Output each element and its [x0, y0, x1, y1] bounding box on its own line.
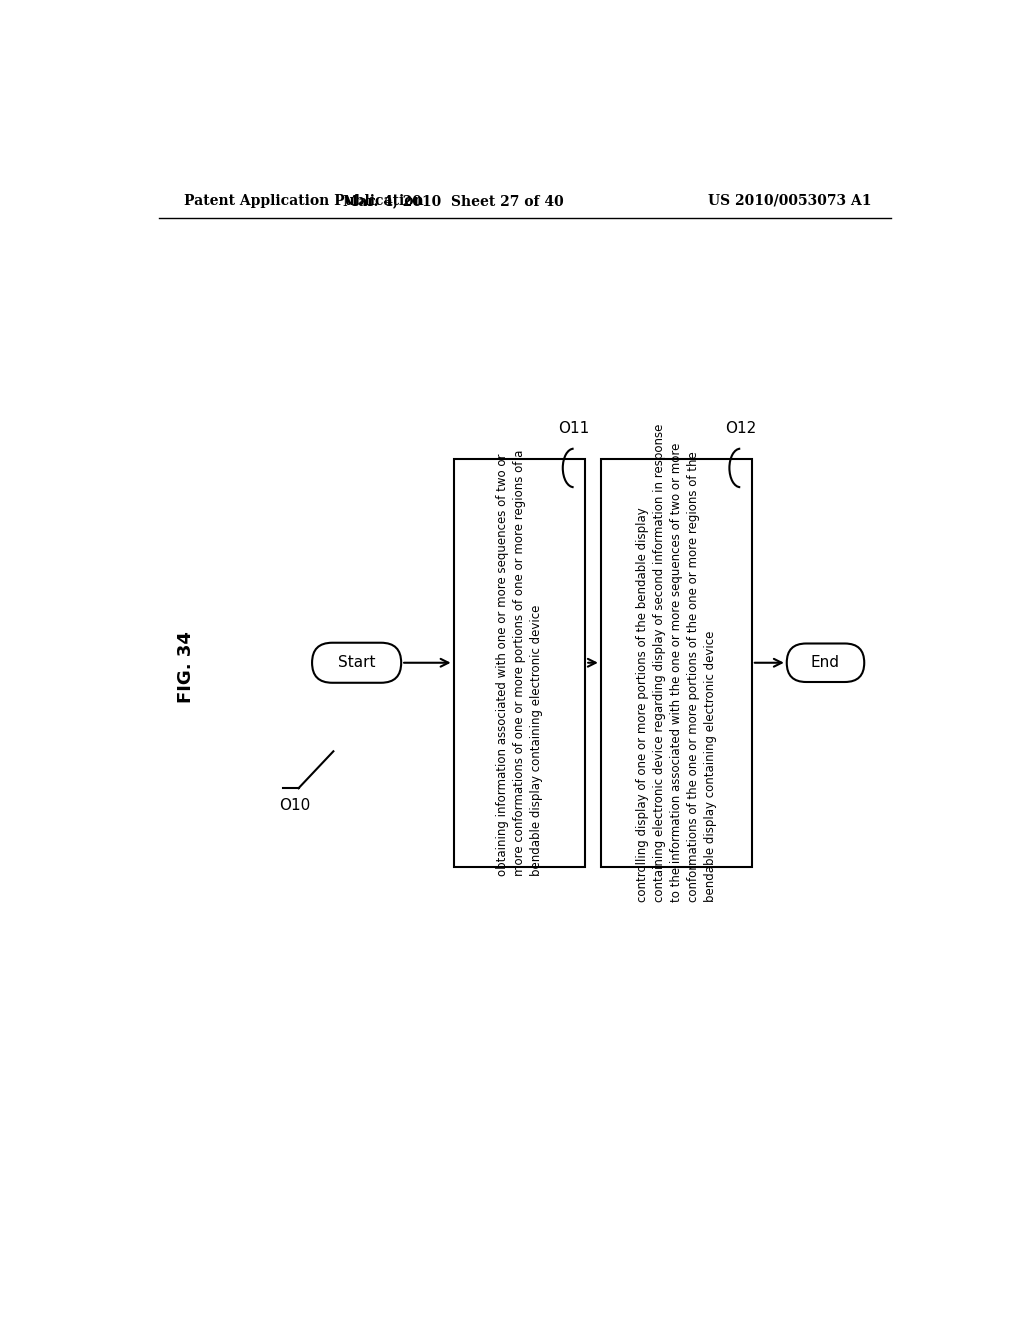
Text: O10: O10 — [280, 797, 310, 813]
FancyBboxPatch shape — [786, 644, 864, 682]
Text: controlling display of one or more portions of the bendable display
containing e: controlling display of one or more porti… — [636, 424, 717, 902]
FancyBboxPatch shape — [454, 459, 586, 867]
Text: US 2010/0053073 A1: US 2010/0053073 A1 — [709, 194, 872, 207]
Text: O12: O12 — [725, 421, 756, 436]
Text: End: End — [811, 655, 840, 671]
Text: O11: O11 — [558, 421, 589, 436]
FancyBboxPatch shape — [601, 459, 752, 867]
FancyBboxPatch shape — [312, 643, 401, 682]
Text: obtaining information associated with one or more sequences of two or
more confo: obtaining information associated with on… — [496, 450, 543, 876]
Text: Start: Start — [338, 655, 376, 671]
Text: Patent Application Publication: Patent Application Publication — [183, 194, 424, 207]
Text: Mar. 4, 2010  Sheet 27 of 40: Mar. 4, 2010 Sheet 27 of 40 — [343, 194, 564, 207]
Text: FIG. 34: FIG. 34 — [177, 631, 196, 702]
